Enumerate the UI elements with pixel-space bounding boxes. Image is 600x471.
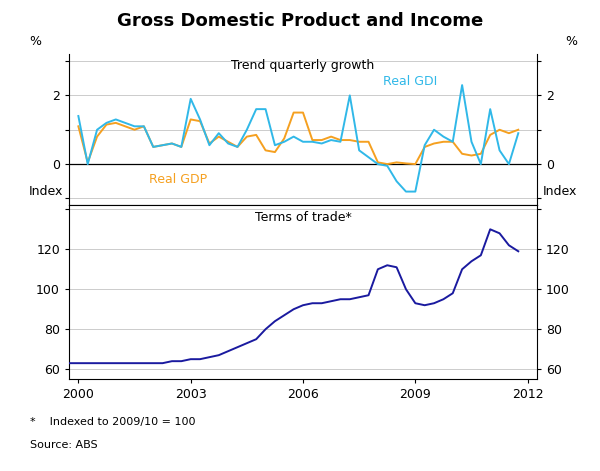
- Text: Source: ABS: Source: ABS: [30, 440, 98, 450]
- Text: Terms of trade*: Terms of trade*: [254, 211, 352, 224]
- Text: %: %: [565, 35, 577, 48]
- Text: %: %: [29, 35, 41, 48]
- Text: Trend quarterly growth: Trend quarterly growth: [232, 59, 374, 72]
- Text: Real GDI: Real GDI: [383, 75, 437, 88]
- Text: *    Indexed to 2009/10 = 100: * Indexed to 2009/10 = 100: [30, 417, 196, 427]
- Text: Index: Index: [542, 186, 577, 198]
- Text: Index: Index: [29, 186, 64, 198]
- Text: Real GDP: Real GDP: [149, 173, 206, 186]
- Text: Gross Domestic Product and Income: Gross Domestic Product and Income: [117, 12, 483, 30]
